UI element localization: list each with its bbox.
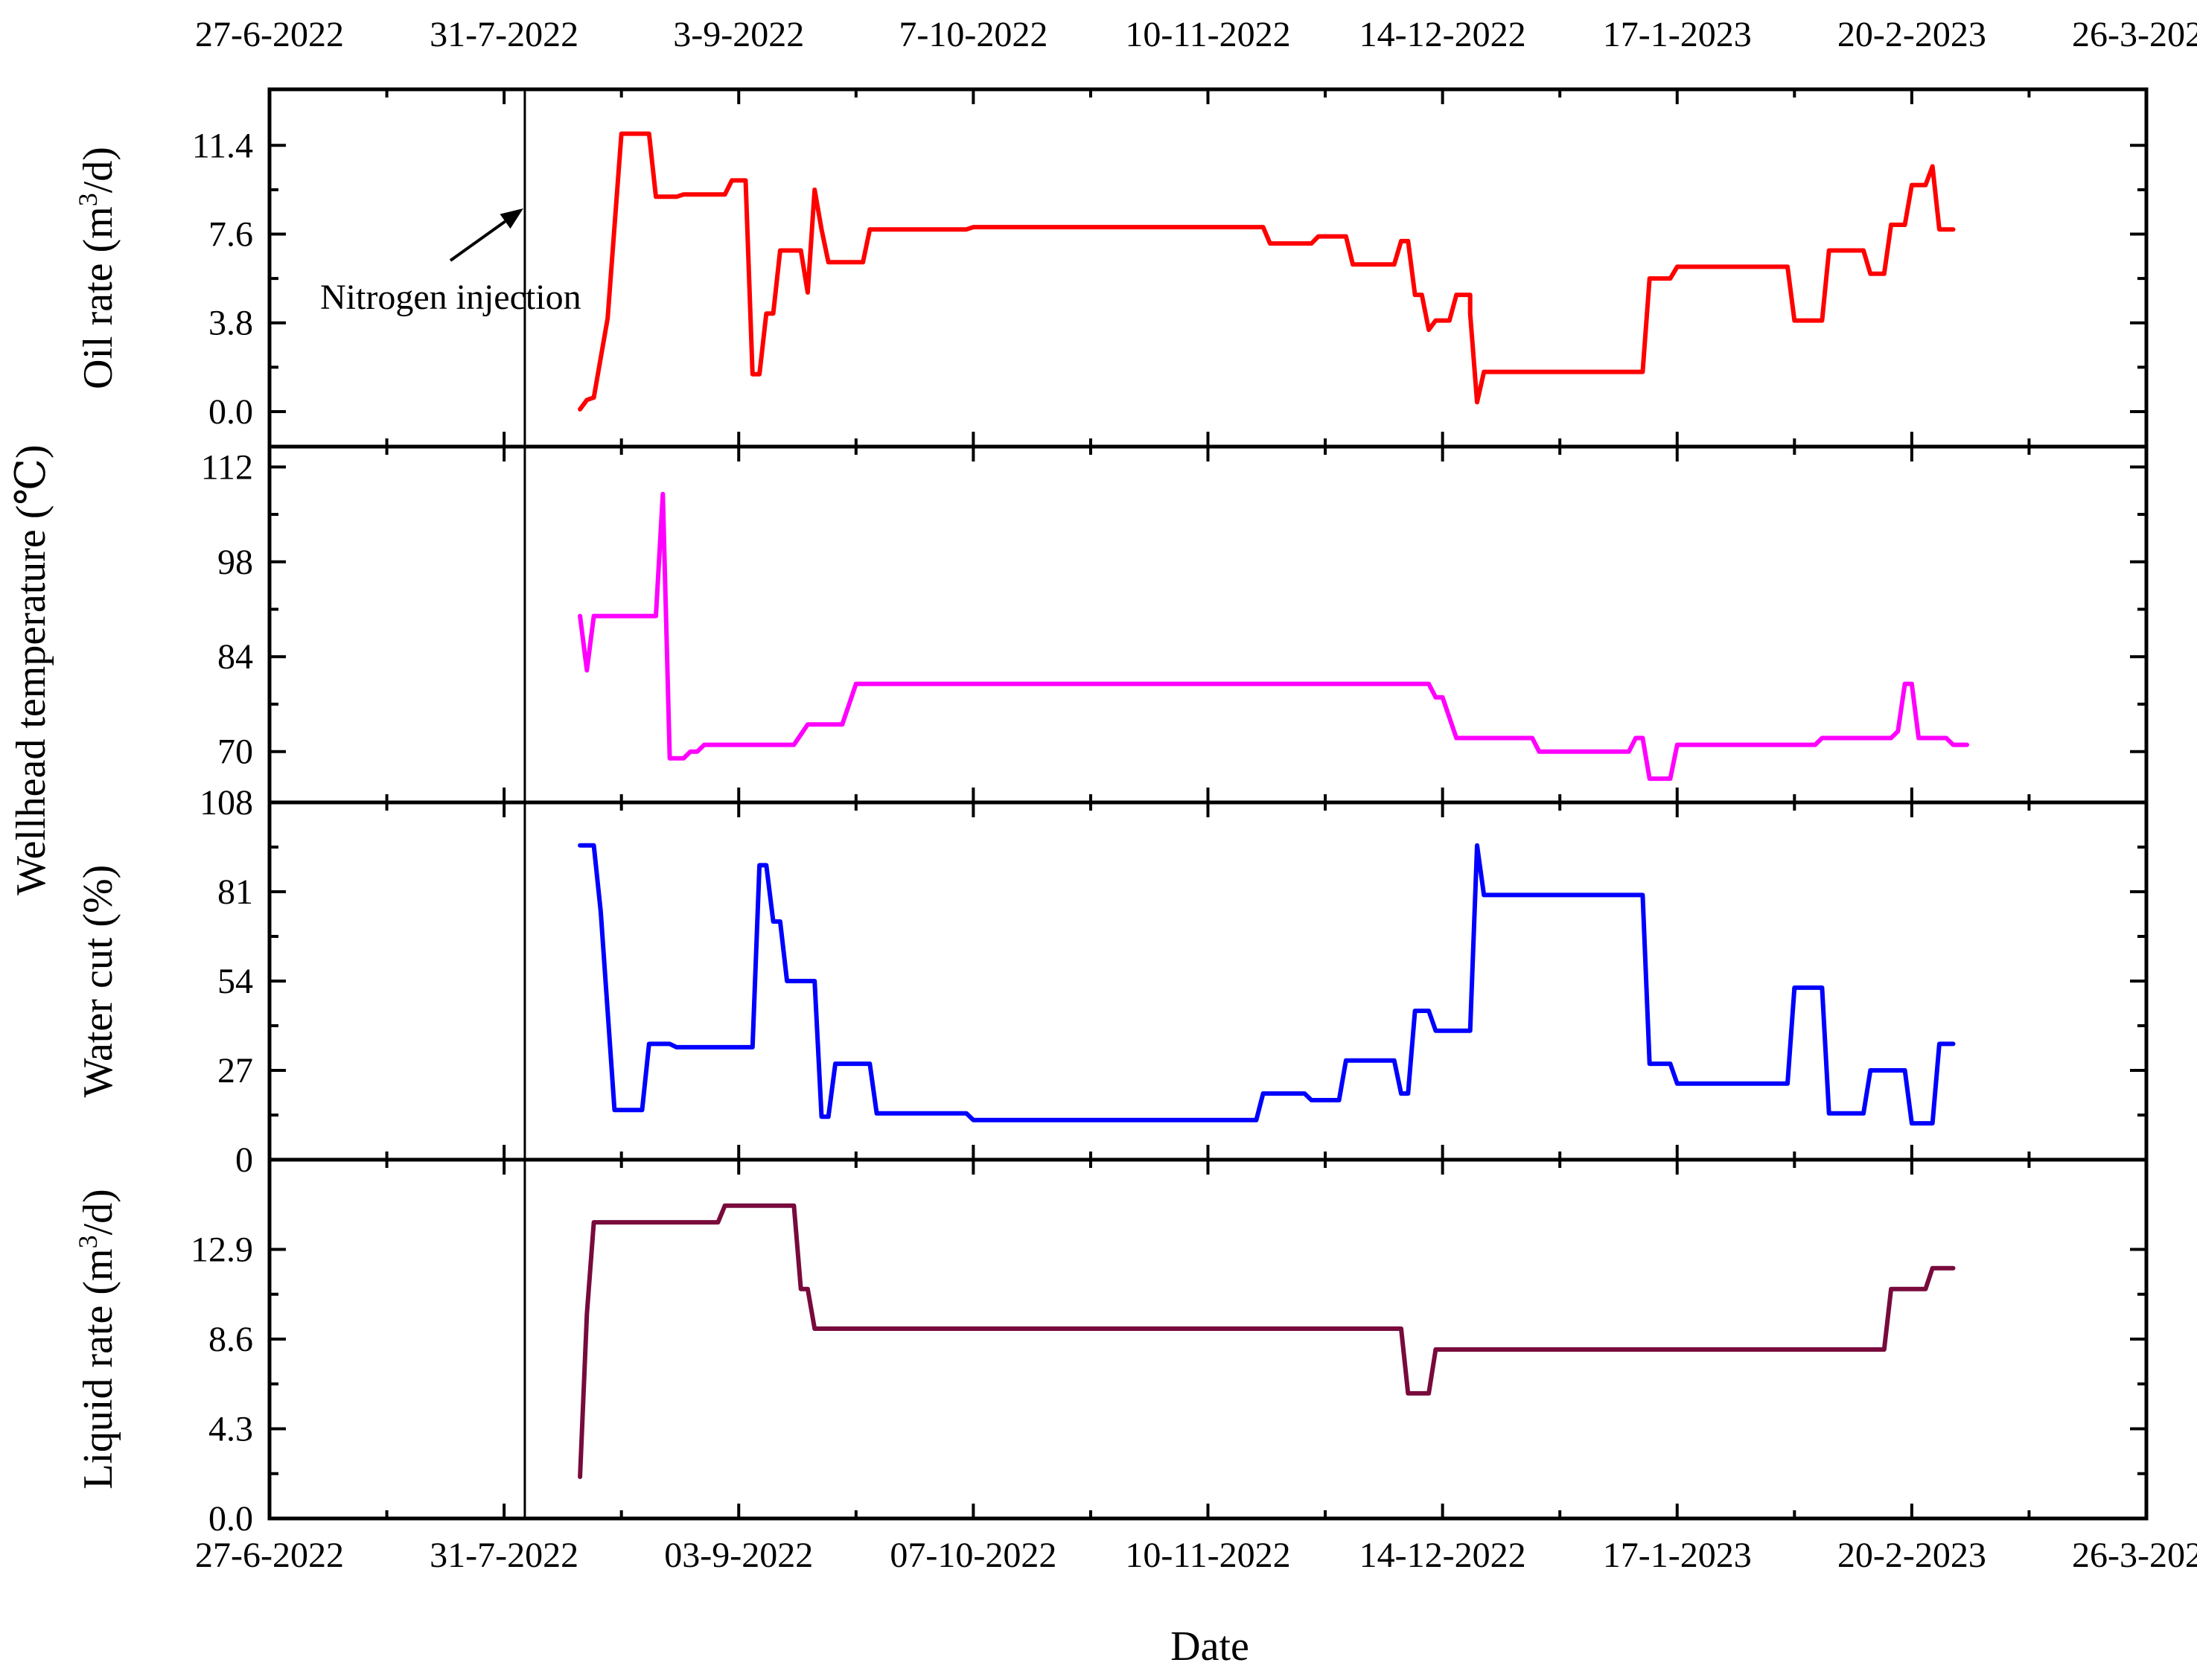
series-line-oil	[578, 131, 1956, 412]
panel-frame-oil	[267, 87, 2149, 449]
y-tick-label-temp: 70	[217, 732, 253, 772]
y-tick-label-water: 108	[200, 783, 253, 823]
panel-frame-temp	[267, 444, 2149, 805]
x-tick-label-bottom: 03-9-2022	[664, 1536, 813, 1575]
x-tick-label-bottom: 31-7-2022	[430, 1536, 578, 1575]
annotation-arrow	[449, 220, 506, 262]
annotation-arrowhead	[500, 208, 523, 229]
series-line-temp	[578, 491, 1969, 782]
x-tick-label-bottom: 10-11-2022	[1125, 1536, 1290, 1575]
x-tick-label-top: 31-7-2022	[430, 15, 578, 54]
y-tick-label-water: 81	[217, 872, 253, 912]
y-tick-label-water: 54	[217, 962, 253, 1001]
x-tick-label-bottom: 26-3-2023	[2072, 1536, 2197, 1575]
y-tick-label-oil: 3.8	[208, 304, 253, 343]
y-axis-title-oil: Oil rate (m3/d)	[73, 147, 121, 389]
x-tick-label-bottom: 14-12-2022	[1359, 1536, 1526, 1575]
y-axis-title-liquid: Liquid rate (m3/d)	[73, 1189, 121, 1489]
x-tick-label-bottom: 20-2-2023	[1837, 1536, 1986, 1575]
annotation-label: Nitrogen injection	[320, 278, 581, 317]
y-tick-label-liquid: 0.0	[208, 1499, 253, 1539]
series-line-liquid	[578, 1203, 1956, 1479]
y-tick-label-oil: 7.6	[208, 215, 253, 255]
y-tick-label-water: 0	[235, 1140, 253, 1180]
y-tick-label-liquid: 8.6	[208, 1320, 253, 1359]
annotation: Nitrogen injection	[320, 89, 581, 1518]
x-axis-title: Date	[1170, 1623, 1249, 1670]
panel-frame-liquid	[267, 1157, 2149, 1521]
series-layer	[578, 131, 1969, 1479]
y-tick-label-liquid: 12.9	[191, 1230, 253, 1270]
y-tick-label-oil: 0.0	[208, 392, 253, 432]
x-tick-label-top: 14-12-2022	[1359, 15, 1526, 54]
axes-layer: 0.0 3.8 7.6 11.4 Oil rate (m3/d) 70 84 98 112 Wel…	[8, 15, 2197, 1575]
y-tick-label-liquid: 4.3	[208, 1410, 253, 1449]
y-tick-label-temp: 98	[217, 543, 253, 582]
x-tick-label-top: 20-2-2023	[1837, 15, 1986, 54]
series-line-water	[578, 843, 1956, 1126]
x-tick-label-bottom: 17-1-2023	[1603, 1536, 1752, 1575]
x-tick-label-bottom: 07-10-2022	[890, 1536, 1056, 1575]
y-tick-label-oil: 11.4	[192, 126, 253, 165]
x-tick-label-top: 7-10-2022	[899, 15, 1048, 54]
x-tick-label-top: 17-1-2023	[1603, 15, 1752, 54]
x-tick-label-top: 3-9-2022	[673, 15, 804, 54]
y-axis-title-water: Water cut (%)	[75, 865, 121, 1098]
y-axis-title-temp: Wellhead temperature (℃)	[8, 444, 54, 895]
x-tick-label-top: 26-3-2023	[2072, 15, 2197, 54]
x-tick-label-top: 10-11-2022	[1125, 15, 1290, 54]
y-tick-label-temp: 112	[201, 447, 253, 487]
y-tick-label-water: 27	[217, 1051, 253, 1090]
x-tick-label-top: 27-6-2022	[195, 15, 344, 54]
y-tick-label-temp: 84	[217, 637, 253, 677]
x-tick-label-bottom: 27-6-2022	[195, 1536, 344, 1575]
